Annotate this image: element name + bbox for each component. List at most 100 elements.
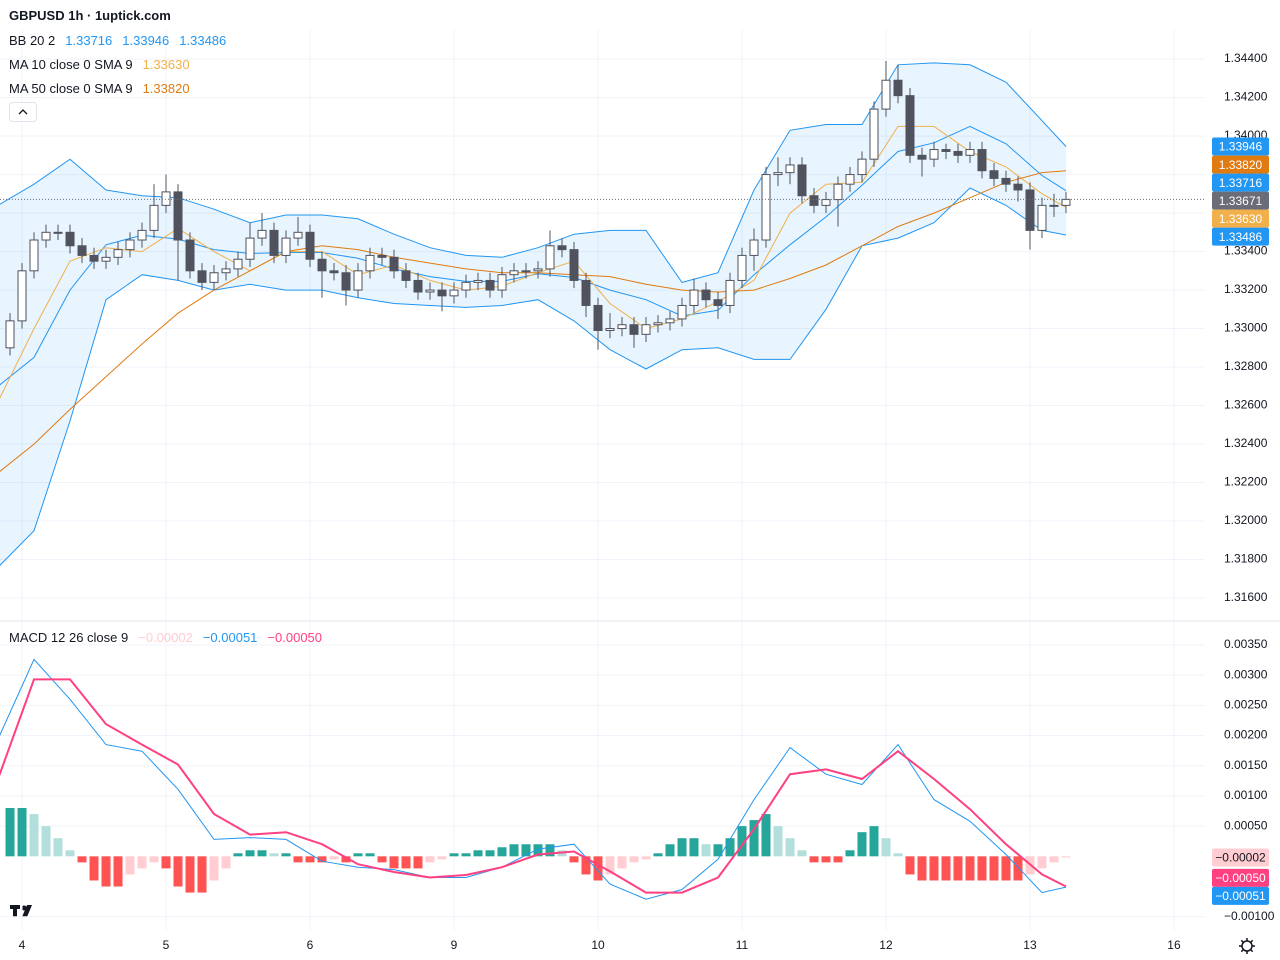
candle-body xyxy=(413,279,423,293)
legend-row: MA 50 close 0 SMA 9 1.33820 xyxy=(9,81,190,96)
legend-name: MA 50 close 0 SMA 9 xyxy=(9,81,133,96)
histogram-bar xyxy=(413,856,423,869)
candle-body xyxy=(629,324,639,335)
histogram-bar xyxy=(797,850,807,857)
candle-body xyxy=(293,231,303,239)
settings-button[interactable] xyxy=(1239,938,1255,954)
histogram-bar xyxy=(281,853,291,857)
histogram-bar xyxy=(29,814,39,857)
price-tag-label: 1.33486 xyxy=(1219,230,1263,244)
candle-body xyxy=(821,199,831,206)
candle-body xyxy=(101,256,111,262)
histogram-bar xyxy=(1061,856,1071,858)
candle-body xyxy=(965,149,975,156)
y-tick-label: 0.00150 xyxy=(1224,758,1268,772)
candle-body xyxy=(197,270,207,283)
price-tag xyxy=(1212,173,1269,192)
candle-body xyxy=(905,95,915,156)
candle-body xyxy=(605,328,615,331)
histogram-bar xyxy=(701,844,711,857)
candle-body xyxy=(917,154,927,160)
histogram-bar xyxy=(653,853,663,857)
candle-body xyxy=(989,170,999,179)
histogram-bar xyxy=(269,853,279,857)
candle-body xyxy=(857,158,867,176)
histogram-bar xyxy=(569,856,579,863)
y-tick-label: 1.31800 xyxy=(1224,552,1268,566)
legend-value: 1.33630 xyxy=(142,57,190,72)
histogram-bar xyxy=(53,838,63,857)
histogram-bar xyxy=(773,826,783,857)
candle-body xyxy=(509,270,519,276)
legend-row: MA 10 close 0 SMA 9 1.33630 xyxy=(9,57,190,72)
price-tag-label: −0.00051 xyxy=(1215,889,1266,903)
x-tick-label: 13 xyxy=(1023,938,1037,952)
candle-body xyxy=(125,239,135,251)
candle-body xyxy=(953,150,963,156)
histogram-bar xyxy=(365,853,375,857)
legend-name: MA 10 close 0 SMA 9 xyxy=(9,57,133,72)
histogram-bar xyxy=(221,856,231,869)
histogram-bar xyxy=(605,856,615,875)
histogram-bar xyxy=(1037,856,1047,869)
price-tag xyxy=(1212,191,1269,210)
candle-body xyxy=(269,229,279,256)
histogram-bar xyxy=(857,832,867,857)
histogram-bar xyxy=(881,838,891,857)
candle-body xyxy=(845,174,855,185)
histogram-bar xyxy=(65,850,75,857)
histogram-bar xyxy=(893,853,903,857)
histogram-bar xyxy=(821,856,831,863)
histogram-bar xyxy=(629,856,639,863)
candle-body xyxy=(29,239,39,272)
collapse-button[interactable] xyxy=(9,102,37,122)
candle-body xyxy=(737,254,747,281)
histogram-bar xyxy=(617,856,627,869)
y-tick-label: 1.32800 xyxy=(1224,359,1268,373)
y-tick-label: 1.34200 xyxy=(1224,90,1268,104)
candle-body xyxy=(1013,183,1023,191)
histogram-bar xyxy=(233,853,243,857)
candle-body xyxy=(1037,204,1047,231)
histogram-bar xyxy=(449,853,459,857)
candle-body xyxy=(17,270,27,322)
price-tag xyxy=(1212,848,1269,867)
histogram-bar xyxy=(929,856,939,881)
histogram-bar xyxy=(173,856,183,887)
histogram-bar xyxy=(137,856,147,869)
histogram-bar xyxy=(209,856,219,881)
histogram-bar xyxy=(869,826,879,857)
price-tag-label: 1.33820 xyxy=(1219,158,1263,172)
candle-body xyxy=(461,281,471,291)
price-tag xyxy=(1212,155,1269,174)
histogram-bar xyxy=(677,838,687,857)
candle-body xyxy=(893,79,903,97)
price-tag xyxy=(1212,137,1269,156)
histogram-bar xyxy=(77,856,87,863)
histogram-bar xyxy=(545,844,555,857)
legend-name: BB 20 2 xyxy=(9,33,56,48)
histogram-bar xyxy=(149,856,159,863)
macd-line xyxy=(0,658,1067,900)
histogram-bar xyxy=(749,820,759,857)
x-tick-label: 12 xyxy=(879,938,893,952)
histogram-bar xyxy=(497,847,507,857)
y-tick-label: −0.00100 xyxy=(1224,909,1275,923)
histogram-bar xyxy=(89,856,99,881)
candle-body xyxy=(5,320,15,349)
y-tick-label: 1.33200 xyxy=(1224,282,1268,296)
histogram-bar xyxy=(833,856,843,863)
candle-body xyxy=(161,191,171,206)
x-tick-label: 9 xyxy=(451,938,458,952)
candle-body xyxy=(881,79,891,110)
candle-body xyxy=(653,322,663,326)
histogram-bar xyxy=(125,856,135,875)
histogram-bar xyxy=(665,844,675,857)
candle-body xyxy=(365,254,375,272)
y-tick-label: 0.00050 xyxy=(1224,818,1268,832)
histogram-bar xyxy=(113,856,123,887)
legend-name: MACD 12 26 close 9 xyxy=(9,630,129,645)
histogram-bar xyxy=(389,856,399,869)
histogram-bar xyxy=(713,844,723,857)
histogram-bar xyxy=(917,856,927,881)
